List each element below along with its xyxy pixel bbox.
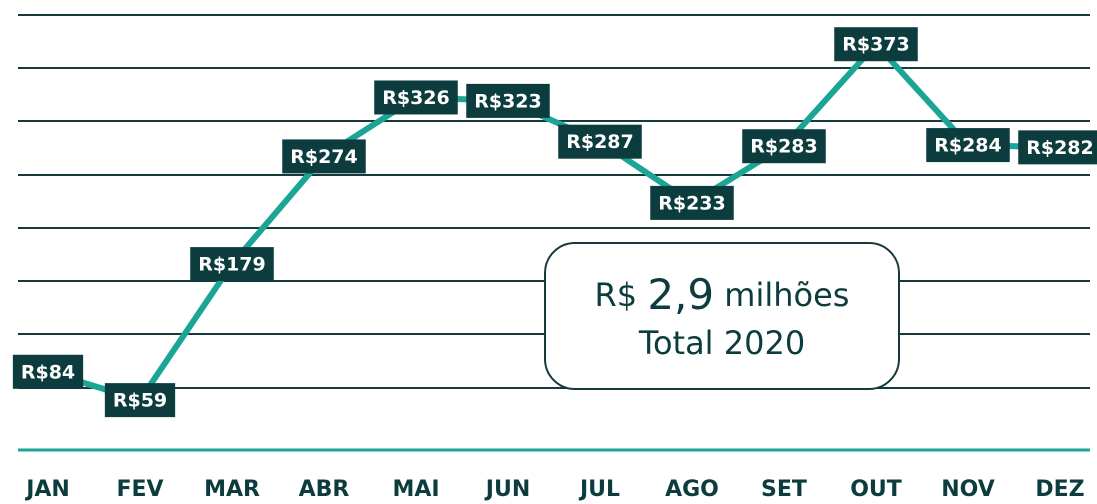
data-label-text: R$373 [842, 34, 910, 56]
data-label-box [104, 383, 176, 418]
data-label-box [558, 124, 642, 159]
data-label-box [834, 27, 918, 62]
x-tick-label: MAI [392, 477, 439, 502]
data-label-box [466, 83, 550, 118]
total-box: R$ 2,9 milhões Total 2020 [544, 242, 900, 390]
data-label-text: R$326 [382, 87, 450, 109]
grid [18, 14, 1090, 452]
data-label: R$179 [190, 247, 274, 282]
data-label-text: R$233 [658, 192, 726, 214]
x-tick-label: FEV [116, 477, 163, 502]
data-label: R$284 [926, 128, 1010, 163]
data-label: R$287 [558, 124, 642, 159]
data-label-text: R$284 [934, 135, 1002, 157]
data-label-box [282, 139, 366, 174]
data-label-text: R$179 [198, 254, 266, 276]
data-label-text: R$323 [474, 90, 542, 112]
data-label: R$84 [12, 354, 84, 389]
x-tick-label: AGO [665, 477, 719, 502]
data-label: R$274 [282, 139, 366, 174]
data-label-box [190, 247, 274, 282]
annotation-box [544, 242, 900, 390]
data-label-text: R$282 [1026, 137, 1094, 159]
annotation-caption: Total 2020 [638, 324, 805, 362]
data-label-text: R$274 [290, 146, 358, 168]
x-tick-label: SET [761, 477, 807, 502]
data-label: R$373 [834, 27, 918, 62]
data-label: R$326 [374, 80, 458, 115]
data-label-box [1018, 130, 1097, 165]
annotation-prefix: R$ [595, 276, 638, 314]
x-tick-label: DEZ [1035, 477, 1084, 502]
x-tick-label: NOV [941, 477, 995, 502]
data-label: R$282 [1018, 130, 1097, 165]
x-tick-label: JAN [24, 477, 70, 502]
data-label-text: R$283 [750, 136, 818, 158]
data-label-box [650, 185, 734, 220]
data-label-text: R$59 [113, 390, 167, 412]
x-tick-label: JUN [484, 477, 530, 502]
x-tick-label: OUT [850, 477, 902, 502]
annotation-suffix: milhões [724, 276, 849, 314]
x-tick-label: ABR [299, 477, 350, 502]
data-label-box [926, 128, 1010, 163]
data-label: R$59 [104, 383, 176, 418]
data-label-box [742, 129, 826, 164]
data-label: R$233 [650, 185, 734, 220]
data-label-text: R$84 [21, 361, 75, 383]
data-label-box [12, 354, 84, 389]
data-label: R$323 [466, 83, 550, 118]
annotation-total: R$ 2,9 milhões [595, 270, 850, 319]
data-label-text: R$287 [566, 131, 634, 153]
data-label-box [374, 80, 458, 115]
x-tick-label: JUL [578, 477, 620, 502]
data-label: R$283 [742, 129, 826, 164]
annotation-value: 2,9 [647, 270, 714, 319]
x-tick-label: MAR [204, 477, 260, 502]
